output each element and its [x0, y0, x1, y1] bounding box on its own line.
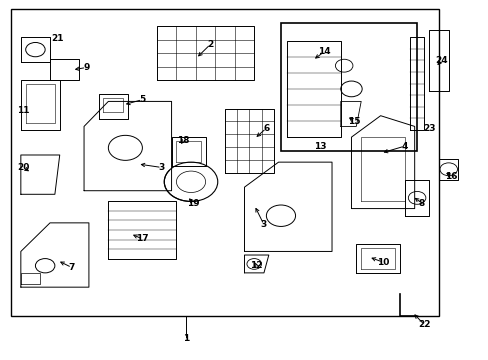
Text: 13: 13 [313, 141, 325, 150]
Text: 24: 24 [434, 56, 447, 65]
Text: 7: 7 [68, 263, 75, 272]
Text: 8: 8 [418, 199, 424, 208]
Text: 12: 12 [250, 261, 263, 270]
Text: 17: 17 [136, 234, 148, 243]
Text: 16: 16 [444, 172, 456, 181]
Bar [11, 9, 438, 316]
Text: 3: 3 [260, 220, 266, 229]
Text: 3: 3 [159, 163, 164, 172]
Text: 22: 22 [417, 320, 430, 329]
Text: 11: 11 [17, 106, 29, 115]
Text: 5: 5 [139, 95, 145, 104]
Text: 15: 15 [347, 117, 360, 126]
Text: 18: 18 [177, 136, 189, 145]
Text: 4: 4 [401, 141, 407, 150]
Bar [281, 23, 416, 152]
Text: 23: 23 [422, 124, 435, 133]
Text: 1: 1 [183, 334, 189, 343]
Text: 10: 10 [376, 258, 388, 267]
Text: 19: 19 [187, 199, 200, 208]
Text: 9: 9 [83, 63, 89, 72]
Text: 20: 20 [17, 163, 29, 172]
Text: 14: 14 [318, 47, 330, 56]
Text: 6: 6 [263, 124, 269, 133]
Text: 21: 21 [51, 35, 63, 44]
Text: 2: 2 [207, 40, 213, 49]
